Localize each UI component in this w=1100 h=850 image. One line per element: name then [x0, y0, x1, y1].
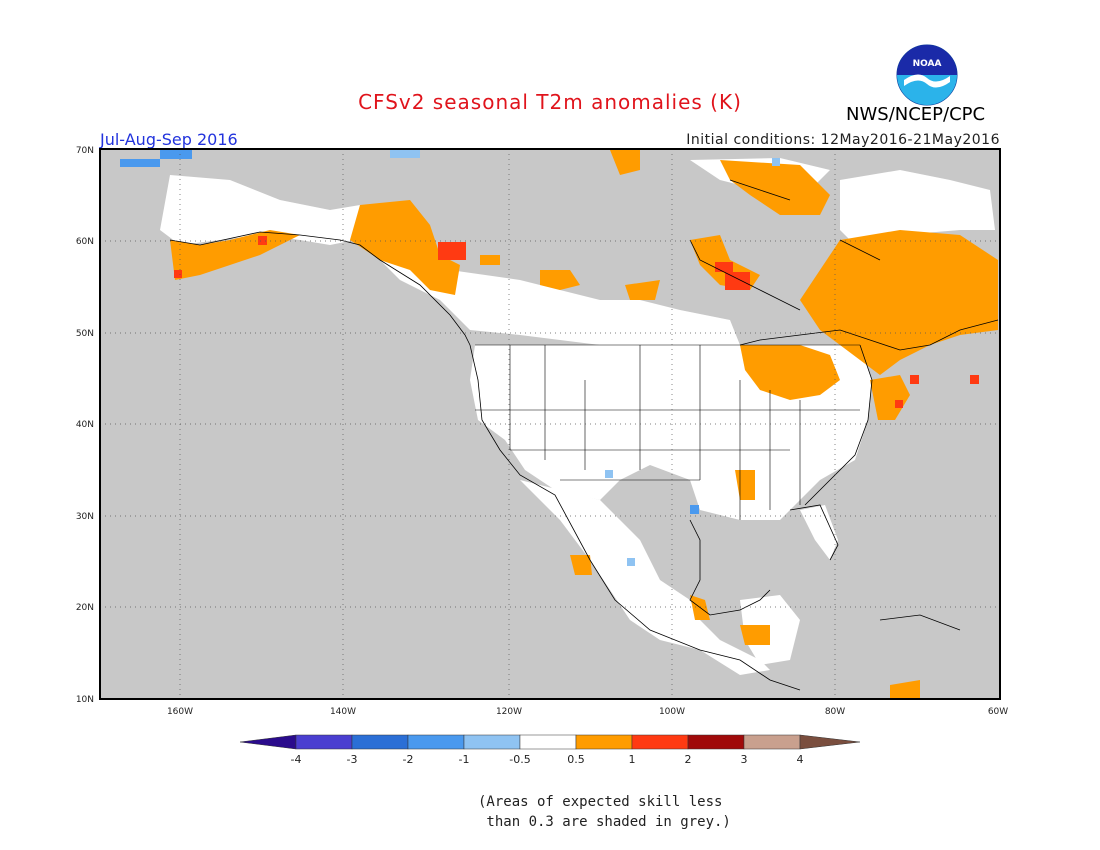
colorbar-segment — [687, 734, 745, 750]
longitude-labels: 160W 140W 120W 100W 80W 60W — [167, 707, 1008, 717]
anomaly-map: 70N 60N 50N 40N 30N 20N 10N 160W 140W 12… — [76, 146, 1008, 766]
cool-anomaly-regions — [120, 149, 780, 566]
colorbar-label: -2 — [403, 753, 414, 766]
colorbar-label: 3 — [741, 753, 748, 766]
colorbar-segment — [519, 734, 577, 750]
lat-label: 20N — [76, 603, 94, 613]
organization-label: NWS/NCEP/CPC — [846, 104, 986, 125]
lat-label: 50N — [76, 329, 94, 339]
colorbar-segment — [463, 734, 521, 750]
noaa-logo-text: NOAA — [913, 59, 942, 69]
lon-label: 120W — [496, 707, 522, 717]
strong-warm-anomaly-regions — [174, 236, 979, 408]
colorbar-segment — [631, 734, 689, 750]
warm-anomaly-regions — [170, 150, 998, 698]
colorbar-left-arrow — [239, 734, 297, 750]
graticule — [100, 149, 1000, 699]
map-frame — [99, 148, 1001, 700]
colorbar-segment — [743, 734, 801, 750]
colorbar-label: 4 — [797, 753, 804, 766]
lon-label: 60W — [988, 707, 1008, 717]
initial-conditions-label: Initial conditions: 12May2016-21May2016 — [686, 132, 1000, 148]
state-borders — [475, 344, 860, 520]
colorbar: -4 -3 -2 -1 -0.5 0.5 1 2 3 4 — [239, 734, 861, 766]
colorbar-label: 1 — [629, 753, 636, 766]
season-label: Jul-Aug-Sep 2016 — [100, 130, 238, 149]
lat-label: 10N — [76, 695, 94, 705]
lat-label: 70N — [76, 146, 94, 156]
colorbar-label: -1 — [459, 753, 470, 766]
colorbar-label: 0.5 — [567, 753, 585, 766]
latitude-labels: 70N 60N 50N 40N 30N 20N 10N — [76, 146, 94, 705]
lon-label: 80W — [825, 707, 845, 717]
colorbar-segment — [351, 734, 409, 750]
lat-label: 40N — [76, 420, 94, 430]
lat-label: 30N — [76, 512, 94, 522]
colorbar-label: -3 — [347, 753, 358, 766]
map-title: CFSv2 seasonal T2m anomalies (K) — [358, 90, 742, 114]
colorbar-segment — [407, 734, 465, 750]
colorbar-segment — [575, 734, 633, 750]
colorbar-right-arrow — [799, 734, 861, 750]
colorbar-label: 2 — [685, 753, 692, 766]
lon-label: 140W — [330, 707, 356, 717]
skill-note: (Areas of expected skill less than 0.3 a… — [478, 794, 731, 830]
colorbar-segment — [295, 734, 353, 750]
coastlines — [169, 179, 999, 691]
lon-label: 160W — [167, 707, 193, 717]
colorbar-label: -4 — [291, 753, 302, 766]
lon-label: 100W — [659, 707, 685, 717]
colorbar-label: -0.5 — [509, 753, 530, 766]
noaa-logo: NOAA — [896, 44, 958, 106]
lat-label: 60N — [76, 237, 94, 247]
